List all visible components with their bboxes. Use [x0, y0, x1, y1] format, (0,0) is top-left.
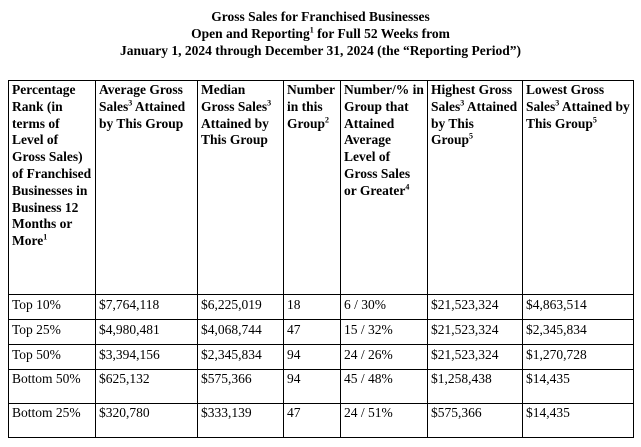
cell-lowest: $14,435: [522, 403, 634, 438]
cell-median: $333,139: [197, 403, 284, 438]
cell-number: 47: [283, 319, 341, 345]
cell-number: 47: [283, 403, 341, 438]
footnote-marker: 1: [309, 25, 314, 35]
cell-attained: 24 / 26%: [340, 344, 428, 370]
cell-lowest: $14,435: [522, 369, 634, 404]
cell-median: $2,345,834: [197, 344, 284, 370]
header-highest-gross-sales: Highest Gross Sales3 Attained by This Gr…: [427, 80, 523, 295]
cell-average: $4,980,481: [95, 319, 198, 345]
header-number-in-group: Number in this Group2: [283, 80, 341, 295]
header-percentage-rank: Percentage Rank (in terms of Level of Gr…: [8, 80, 96, 295]
cell-average: $7,764,118: [95, 294, 198, 320]
cell-rank: Bottom 50%: [8, 369, 96, 404]
cell-lowest: $1,270,728: [522, 344, 634, 370]
cell-highest: $21,523,324: [427, 319, 523, 345]
table-row: Top 10% $7,764,118 $6,225,019 18 6 / 30%…: [8, 294, 634, 320]
cell-attained: 6 / 30%: [340, 294, 428, 320]
cell-average: $3,394,156: [95, 344, 198, 370]
table-row: Bottom 25% $320,780 $333,139 47 24 / 51%…: [8, 403, 634, 438]
table-row: Bottom 50% $625,132 $575,366 94 45 / 48%…: [8, 369, 634, 404]
header-row: Percentage Rank (in terms of Level of Gr…: [8, 80, 634, 295]
cell-highest: $21,523,324: [427, 294, 523, 320]
cell-median: $575,366: [197, 369, 284, 404]
header-average-gross-sales: Average Gross Sales3 Attained by This Gr…: [95, 80, 198, 295]
cell-highest: $575,366: [427, 403, 523, 438]
cell-attained: 15 / 32%: [340, 319, 428, 345]
cell-highest: $21,523,324: [427, 344, 523, 370]
cell-number: 18: [283, 294, 341, 320]
table-row: Top 25% $4,980,481 $4,068,744 47 15 / 32…: [8, 319, 634, 345]
title-line-2-rest: for Full 52 Weeks from: [313, 26, 450, 41]
cell-number: 94: [283, 369, 341, 404]
table-row: Top 50% $3,394,156 $2,345,834 94 24 / 26…: [8, 344, 634, 370]
title-line-3: January 1, 2024 through December 31, 202…: [119, 43, 522, 58]
cell-average: $320,780: [95, 403, 198, 438]
gross-sales-table: Percentage Rank (in terms of Level of Gr…: [8, 80, 634, 438]
document-title: Gross Sales for Franchised Businesses Op…: [0, 8, 641, 59]
title-line-2: Open and Reporting1 for Full 52 Weeks fr…: [0, 25, 641, 42]
cell-attained: 45 / 48%: [340, 369, 428, 404]
cell-average: $625,132: [95, 369, 198, 404]
cell-rank: Top 10%: [8, 294, 96, 320]
header-lowest-gross-sales: Lowest Gross Sales3 Attained by This Gro…: [522, 80, 634, 295]
title-line-1: Gross Sales for Franchised Businesses: [211, 9, 430, 24]
header-number-percent-attained: Number/% in Group that Attained Average …: [340, 80, 428, 295]
title-line-2-text: Open and Reporting: [191, 26, 310, 41]
cell-lowest: $4,863,514: [522, 294, 634, 320]
cell-median: $6,225,019: [197, 294, 284, 320]
cell-attained: 24 / 51%: [340, 403, 428, 438]
cell-lowest: $2,345,834: [522, 319, 634, 345]
cell-highest: $1,258,438: [427, 369, 523, 404]
header-median-gross-sales: Median Gross Sales3 Attained by This Gro…: [197, 80, 284, 295]
cell-rank: Top 25%: [8, 319, 96, 345]
cell-rank: Top 50%: [8, 344, 96, 370]
cell-rank: Bottom 25%: [8, 403, 96, 438]
cell-median: $4,068,744: [197, 319, 284, 345]
cell-number: 94: [283, 344, 341, 370]
